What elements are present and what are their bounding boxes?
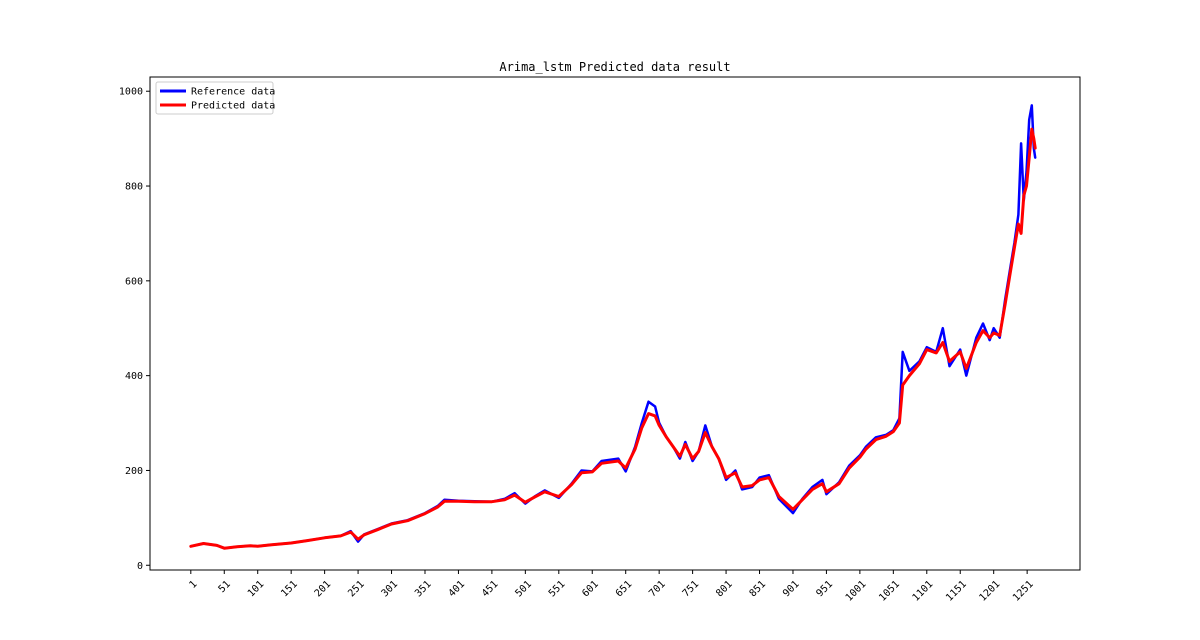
x-tick-label: 351 [413, 579, 434, 600]
x-tick-label: 1051 [877, 579, 902, 604]
x-axis: 1 51 101 151 201 251 301 351 401 451 501 551 601 651 7… [187, 570, 1036, 604]
chart-title: Arima_lstm Predicted data result [499, 60, 730, 74]
series-layer [189, 104, 1037, 550]
y-tick-label: 0 [137, 561, 143, 572]
series-line-predicted-data [189, 127, 1037, 550]
x-tick-label: 1 [187, 579, 199, 591]
x-tick-label: 1201 [978, 579, 1003, 604]
legend: Reference data Predicted data [155, 81, 275, 115]
legend-label: Predicted data [191, 101, 275, 112]
x-tick-label: 1251 [1011, 579, 1036, 604]
x-tick-label: 551 [547, 579, 568, 600]
x-tick-label: 601 [580, 579, 601, 600]
x-tick-label: 251 [346, 579, 367, 600]
y-tick-label: 1000 [119, 87, 143, 98]
x-tick-label: 301 [380, 579, 401, 600]
series-line-reference-data [189, 104, 1037, 550]
x-tick-label: 451 [480, 579, 501, 600]
plot-frame [149, 76, 1081, 571]
x-tick-label: 501 [513, 579, 534, 600]
y-tick-label: 400 [125, 371, 143, 382]
x-tick-label: 851 [748, 579, 769, 600]
x-tick-label: 1151 [944, 579, 969, 604]
x-tick-label: 201 [313, 579, 334, 600]
y-tick-label: 600 [125, 276, 143, 287]
x-tick-label: 101 [246, 579, 267, 600]
x-tick-label: 801 [714, 579, 735, 600]
x-tick-label: 901 [781, 579, 802, 600]
x-tick-label: 951 [815, 579, 836, 600]
legend-label: Reference data [191, 87, 275, 98]
y-tick-label: 800 [125, 182, 143, 193]
plot-area [149, 76, 1081, 571]
x-tick-label: 701 [647, 579, 668, 600]
x-tick-label: 1101 [911, 579, 936, 604]
y-axis: 0 200 400 600 800 1000 [119, 87, 150, 572]
x-tick-label: 751 [681, 579, 702, 600]
x-tick-label: 151 [279, 579, 300, 600]
y-tick-label: 200 [125, 466, 143, 477]
x-tick-label: 51 [217, 579, 233, 595]
x-tick-label: 1001 [844, 579, 869, 604]
x-tick-label: 651 [614, 579, 635, 600]
x-tick-label: 401 [447, 579, 468, 600]
